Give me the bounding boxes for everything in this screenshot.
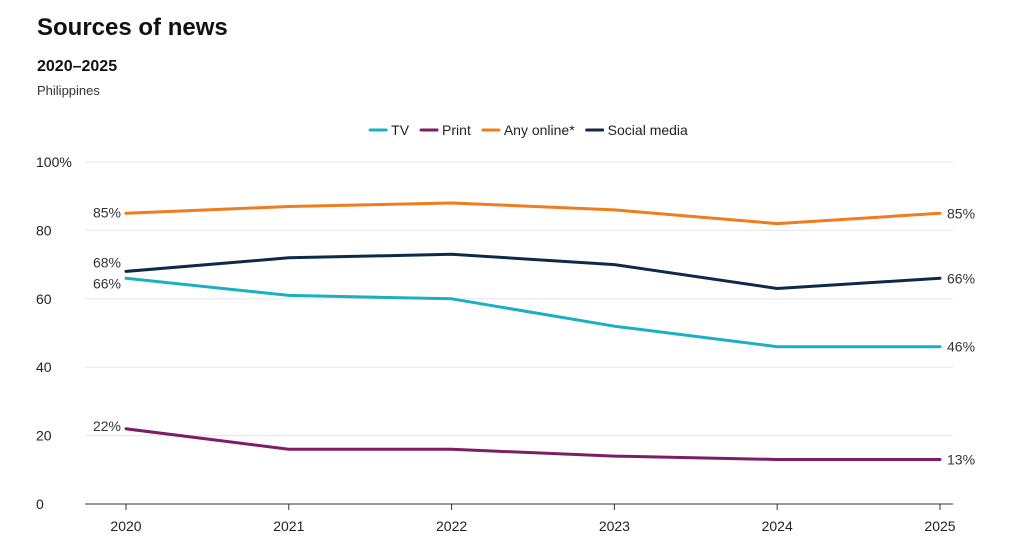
chart-title: Sources of news [37, 14, 228, 41]
x-tick-label: 2021 [273, 518, 304, 534]
y-tick-label: 40 [36, 359, 52, 375]
chart-note: Philippines [37, 83, 100, 98]
y-tick-label: 100% [36, 154, 72, 170]
x-tick-label: 2025 [924, 518, 955, 534]
grid-lines [85, 161, 953, 437]
series-lines [124, 201, 942, 461]
legend-label-print: Print [442, 122, 471, 138]
end-label-tv: 46% [947, 339, 975, 355]
start-label-tv: 66% [93, 275, 121, 291]
legend-label-social-media: Social media [608, 122, 688, 138]
end-label-social-media: 66% [947, 270, 975, 286]
y-tick-label: 20 [36, 428, 52, 444]
series-line-any-online [124, 201, 942, 226]
x-tick-label: 2022 [436, 518, 467, 534]
start-label-any-online: 85% [93, 204, 121, 220]
legend: TV Print Any online* Social media [368, 122, 688, 138]
end-label-print: 13% [947, 452, 975, 468]
legend-label-tv: TV [391, 122, 410, 138]
chart-subtitle: 2020–2025 [37, 58, 118, 75]
y-tick-label: 60 [36, 291, 52, 307]
series-line-print [124, 427, 942, 461]
series-line-social-media [124, 252, 942, 290]
end-label-any-online: 85% [947, 205, 975, 221]
x-axis: 2020 2021 2022 2023 2024 2025 [85, 503, 956, 534]
x-tick-label: 2020 [110, 518, 141, 534]
legend-label-any-online: Any online* [504, 122, 575, 138]
x-tick-label: 2024 [762, 518, 793, 534]
data-labels: 66% 46% 22% 13% 85% 85% 68% 66% [93, 204, 975, 467]
y-axis: 0 20 40 60 80 100% [36, 154, 72, 512]
x-tick-label: 2023 [599, 518, 630, 534]
start-label-print: 22% [93, 418, 121, 434]
y-tick-label: 0 [36, 496, 44, 512]
start-label-social-media: 68% [93, 254, 121, 270]
series-line-tv [124, 276, 942, 349]
y-tick-label: 80 [36, 222, 52, 238]
